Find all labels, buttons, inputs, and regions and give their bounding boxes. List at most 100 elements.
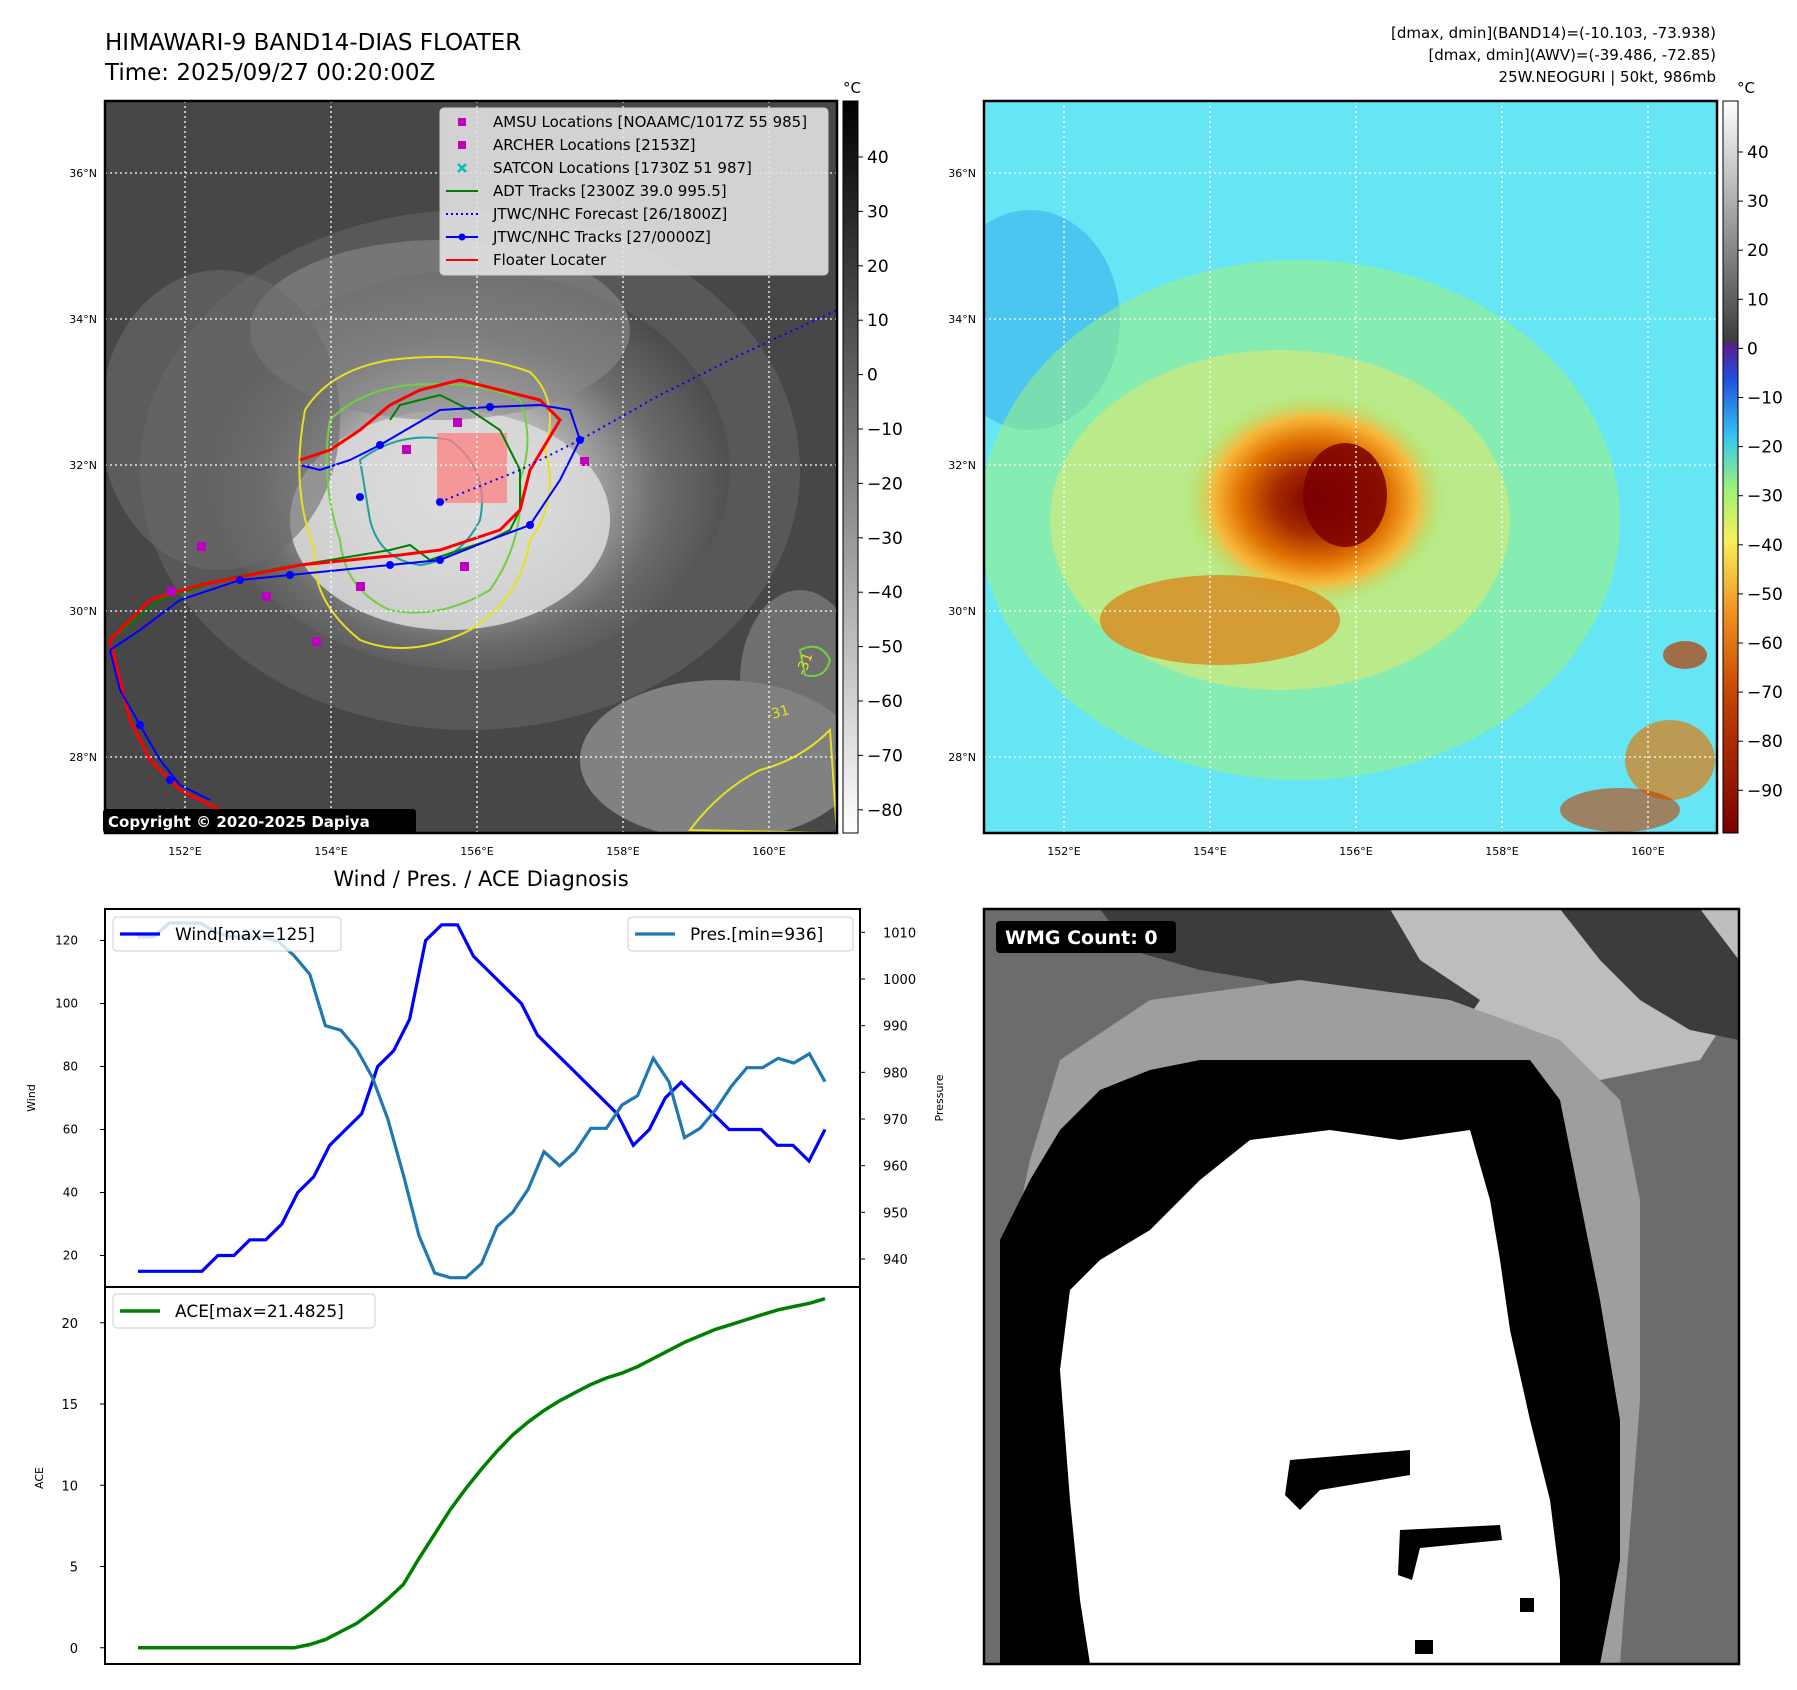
ace-ytick-label: 0 [70,1642,78,1657]
awv-colorbar-label: −80 [1747,732,1783,752]
legend-label: SATCON Locations [1730Z 51 987] [493,159,752,177]
ir-colorbar-label: −30 [867,529,903,549]
ace-axis-label: ACE [33,1467,46,1489]
wind-ytick-label: 40 [63,1186,78,1200]
ir-colorbar-ticks: 40 30 20 10 0 −10 −20 −30 −40 −50 −60 −70 −80 [858,148,903,821]
lon-label: 152°E [1047,845,1080,858]
ir-colorbar-unit: °C [843,79,861,97]
legend-symbol [457,163,467,173]
ir-colorbar-label: −80 [867,801,903,821]
lat-label: 30°N [69,605,97,618]
lon-label: 158°E [606,845,639,858]
wind-ytick-label: 80 [63,1060,78,1074]
ir-contour-green [325,383,529,614]
wind-plot-area [105,909,860,1287]
floater-locater [108,378,562,642]
map-legend: AMSU Locations [NOAAMC/1017Z 55 985] ARCH… [439,107,829,276]
pressure-ytick-label: 1010 [883,926,916,941]
ir-map-frame [103,99,839,835]
wmg-count: WMG Count: 0 [1005,927,1158,949]
ir-colorbar-label: 30 [867,202,889,222]
wind-ytick-label: 100 [55,997,78,1011]
pressure-legend-label: Pres.[min=936] [690,925,823,945]
awv-se-feature [1625,720,1715,800]
wind-legend-label: Wind[max=125] [175,925,315,945]
ir-colorbar-label: 40 [867,148,889,168]
lon-label: 152°E [168,845,201,858]
ace-ytick-label: 15 [61,1398,78,1413]
ir-contour-teal [358,436,483,567]
legend-marker [458,233,466,241]
awv-storm-tail [1100,575,1340,665]
awv-gridlines [984,101,1717,833]
wind-ytick-label: 120 [55,934,78,948]
lon-label: 160°E [752,845,785,858]
legend-marker [458,118,466,126]
awv-colorbar-label: −20 [1747,438,1783,458]
awv-colorbar-label: 0 [1747,339,1758,359]
awv-colorbar-label: −30 [1747,487,1783,507]
pressure-ytick-label: 950 [883,1206,908,1221]
ir-contour-se [688,727,837,833]
ir-colorbar-label: 10 [867,311,889,331]
ir-colorbar-label: 20 [867,257,889,277]
ir-colorbar-label: −20 [867,474,903,494]
legend-label: JTWC/NHC Tracks [27/0000Z] [492,228,711,246]
legend-symbol [458,118,466,126]
stats-awv: [dmax, dmin](AWV)=(-39.486, -72.85) [1428,46,1716,64]
ir-colorbar-label: −10 [867,420,903,440]
pressure-axis-label: Pressure [933,1074,946,1121]
pressure-ytick-label: 940 [883,1253,908,1268]
awv-se-feature-2 [1560,788,1680,832]
ace-plot-area [105,1287,860,1664]
lon-label: 154°E [1193,845,1226,858]
awv-colorbar-label: 30 [1747,192,1769,212]
legend-label: AMSU Locations [NOAAMC/1017Z 55 985] [493,113,807,131]
pressure-ytick-label: 980 [883,1066,908,1081]
legend-symbol [458,141,466,149]
wind-axis-label: Wind [25,1084,38,1112]
lat-label: 28°N [69,751,97,764]
diagnosis-title: Wind / Pres. / ACE Diagnosis [333,867,628,891]
awv-colorbar-label: −60 [1747,634,1783,654]
wmg-label-box [996,921,1176,953]
contour-label: -31 [765,702,791,723]
wmg-dark-right [1560,909,1739,1040]
ace-panel: 0 5 10 15 20 ACE ACE[max=21.4825] [33,1286,861,1665]
figure-title: HIMAWARI-9 BAND14-DIAS FLOATER [105,30,521,56]
awv-colorbar-label: −50 [1747,585,1783,605]
awv-eye [1303,443,1387,547]
wind-legend-box [112,916,342,952]
awv-colorbar-label: 10 [1747,290,1769,310]
lon-label: 156°E [1339,845,1372,858]
wind-ytick-label: 20 [63,1249,78,1263]
awv-colorbar-label: −10 [1747,389,1783,409]
lat-label: 34°N [69,313,97,326]
awv-colorbar-unit: °C [1737,79,1755,97]
awv-colorbar-label: 40 [1747,143,1769,163]
ace-ytick-label: 10 [61,1479,78,1494]
pressure-ytick-label: 960 [883,1160,908,1175]
lat-label: 32°N [948,459,976,472]
legend-box [439,107,829,276]
pressure-ytick-label: 970 [883,1113,908,1128]
awv-e-feature [1663,641,1707,669]
lat-label: 32°N [69,459,97,472]
lat-label: 36°N [948,167,976,180]
jtwc-forecast [439,309,837,503]
lat-label: 30°N [948,605,976,618]
awv-colorbar-ticks: 40 30 20 10 0 −10 −20 −30 −40 −50 −60 −70 −80 −90 [1738,143,1783,801]
ir-contour-e [798,645,832,677]
jtwc-track [109,403,582,651]
legend-label: Floater Locater [493,251,607,269]
legend-label: JTWC/NHC Forecast [26/1800Z] [492,205,727,223]
figure-time: Time: 2025/09/27 00:20:00Z [104,60,435,86]
pressure-ytick-label: 1000 [883,973,916,988]
ir-cloud-west [105,270,340,570]
ir-colorbar-label: −70 [867,746,903,766]
legend-symbol [446,233,478,241]
awv-colorbar-label: −40 [1747,536,1783,556]
wmg-black-fleck-3 [1520,1598,1534,1612]
legend-label: ARCHER Locations [2153Z] [493,136,696,154]
